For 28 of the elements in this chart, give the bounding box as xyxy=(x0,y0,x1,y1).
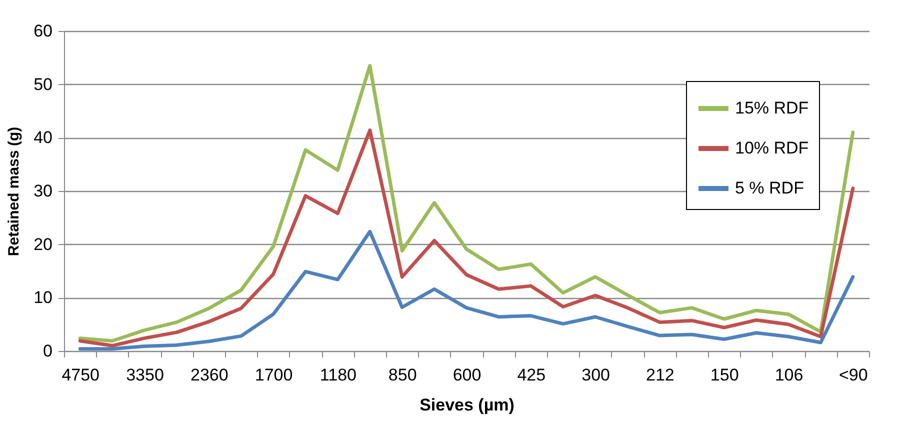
x-tick-label: <90 xyxy=(838,366,868,384)
x-tick-label: 1180 xyxy=(320,366,356,384)
y-tick-label: 20 xyxy=(34,234,52,254)
x-tick-label: 150 xyxy=(710,366,739,384)
x-tick-label: 2360 xyxy=(190,366,228,384)
legend-label: 15% RDF xyxy=(735,98,809,118)
legend-label: 5 % RDF xyxy=(735,178,804,198)
y-tick-label: 10 xyxy=(34,288,52,308)
x-tick-label: 600 xyxy=(452,366,482,384)
y-tick-label: 0 xyxy=(43,342,52,360)
x-tick-label: 300 xyxy=(582,366,610,384)
x-tick-label: 3350 xyxy=(126,366,164,384)
line-series xyxy=(78,230,855,351)
x-tick-label: 212 xyxy=(646,366,674,384)
line-series xyxy=(78,64,855,343)
y-tick-label: 50 xyxy=(34,74,52,94)
y-axis-title: Retained mass (g) xyxy=(6,126,23,256)
x-tick-label: 425 xyxy=(517,366,546,384)
x-tick-label: 1700 xyxy=(254,366,293,384)
legend-label: 10% RDF xyxy=(735,138,809,158)
x-axis-title: Sieves (µm) xyxy=(420,396,514,414)
line-series xyxy=(78,128,855,348)
x-tick-label: 4750 xyxy=(62,366,100,384)
x-tick-label: 850 xyxy=(388,366,417,384)
y-tick-label: 30 xyxy=(34,182,52,200)
x-tick-label: 106 xyxy=(774,366,804,384)
y-tick-label: 60 xyxy=(34,22,52,40)
y-tick-label: 40 xyxy=(34,128,52,148)
